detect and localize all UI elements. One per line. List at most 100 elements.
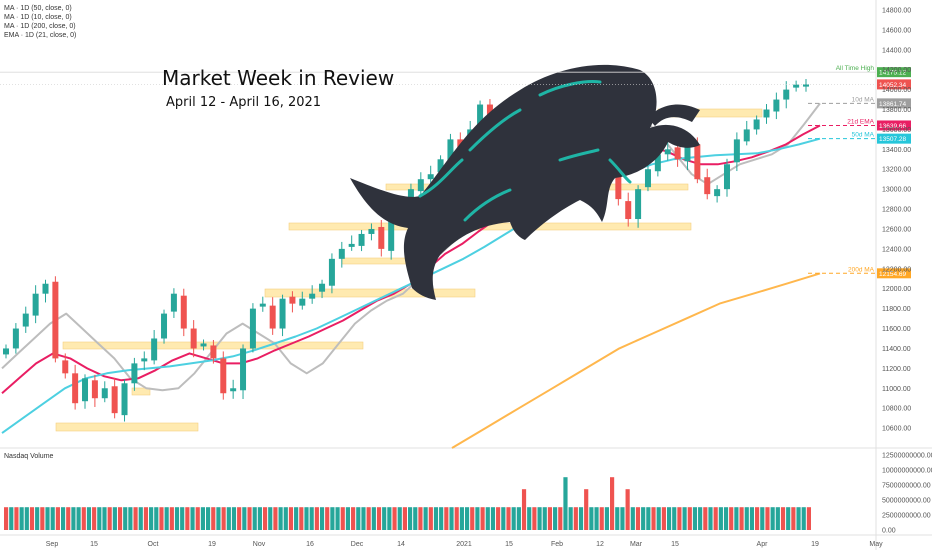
candle-body	[121, 383, 128, 416]
price-level-value: 12154.69	[879, 271, 906, 278]
volume-bar	[371, 507, 376, 530]
volume-bar	[666, 507, 672, 530]
volume-tick-label: 10000000000.00	[882, 468, 932, 475]
volume-bar	[672, 507, 677, 530]
price-tick-label: 12200.00	[882, 266, 911, 273]
volume-bar	[444, 507, 449, 530]
candle-body	[230, 388, 237, 392]
price-level-badge	[877, 133, 911, 144]
candle-body	[131, 363, 138, 384]
volume-bar	[185, 507, 190, 530]
volume-bar	[45, 507, 50, 530]
candle-body	[348, 243, 355, 247]
price-tick-label: 10800.00	[882, 406, 911, 413]
price-level-value: 13861.74	[879, 101, 906, 108]
volume-bar	[154, 507, 159, 530]
volume-bar	[703, 507, 708, 530]
volume-bar	[532, 507, 537, 530]
volume-bar	[485, 507, 490, 530]
time-tick-label: 15	[505, 541, 513, 548]
volume-bar	[682, 507, 687, 530]
volume-bar	[584, 489, 589, 530]
volume-bar	[687, 507, 692, 530]
volume-bar	[646, 507, 651, 530]
time-tick-label: Sep	[46, 541, 59, 548]
volume-panel-label: Nasdaq Volume	[4, 453, 54, 460]
time-tick-label: Mar	[630, 541, 643, 548]
volume-bar	[547, 507, 553, 530]
volume-bar	[635, 507, 641, 530]
volume-bar	[744, 507, 749, 530]
volume-bar	[734, 507, 739, 530]
price-level-name: 50d MA	[852, 132, 875, 139]
volume-bar	[169, 507, 174, 530]
volume-bar	[739, 507, 744, 530]
time-tick-label: 16	[306, 541, 314, 548]
price-level-name: All Time High	[836, 65, 875, 72]
candle-body	[338, 248, 345, 259]
volume-bar	[413, 507, 418, 530]
legend-item-ema21[interactable]: EMA · 1D (21, close, 0)	[4, 32, 77, 39]
candle-body	[803, 84, 809, 87]
volume-bar	[470, 507, 475, 530]
price-tick-label: 13000.00	[882, 187, 911, 194]
volume-bar	[92, 507, 97, 530]
volume-bar	[180, 507, 185, 530]
volume-bar	[454, 507, 459, 530]
candle-body	[32, 293, 39, 316]
volume-bar	[760, 507, 765, 530]
time-tick-label: 14	[397, 541, 405, 548]
price-axis: 10600.00 10800.00 11000.00 11200.00 11400.00…	[882, 7, 911, 432]
volume-bar	[521, 489, 527, 530]
volume-bar	[107, 507, 112, 530]
volume-tick-label: 2500000000.00	[882, 513, 931, 520]
volume-bar	[589, 507, 594, 530]
volume-bar	[97, 507, 102, 530]
volume-bar	[490, 507, 496, 530]
volume-bar	[397, 507, 402, 530]
price-level-badge	[877, 98, 911, 109]
volume-bar	[242, 507, 247, 530]
time-tick-label: 12	[596, 541, 604, 548]
time-tick-label: 15	[671, 541, 679, 548]
candle-body	[368, 228, 375, 234]
candle-body	[723, 164, 730, 190]
legend-item-ma200[interactable]: MA · 1D (200, close, 0)	[4, 23, 76, 30]
price-level-badge	[877, 79, 911, 90]
volume-bar	[128, 507, 133, 530]
volume-bar	[200, 507, 205, 530]
price-level-value: 14175.12	[879, 70, 906, 77]
price-tick-label: 14400.00	[882, 47, 911, 54]
volume-bar	[278, 507, 283, 530]
volume-bar	[340, 507, 345, 530]
candle-body	[417, 179, 424, 192]
candle-body	[743, 129, 750, 142]
volume-bar	[630, 507, 635, 530]
candle-body	[644, 169, 651, 188]
bull-highlights	[418, 80, 632, 222]
candle-body	[62, 360, 69, 374]
volume-bar	[661, 507, 666, 530]
volume-bar	[304, 507, 309, 530]
volume-bar	[433, 507, 439, 530]
legend-item-ma50[interactable]: MA · 1D (50, close, 0)	[4, 5, 72, 12]
volume-bar	[713, 507, 718, 530]
volume-bar	[723, 507, 729, 530]
price-level-value: 13507.28	[879, 136, 906, 143]
candle-body	[427, 174, 434, 180]
volume-bar	[464, 507, 470, 530]
time-tick-label: Dec	[351, 541, 364, 548]
price-tick-label: 13800.00	[882, 107, 911, 114]
charging-bull-illustration	[350, 64, 700, 300]
candle-body	[733, 139, 740, 163]
legend-item-ma10[interactable]: MA · 1D (10, close, 0)	[4, 14, 72, 21]
candle-body	[220, 358, 227, 394]
price-tick-label: 11400.00	[882, 346, 911, 353]
volume-bar	[351, 507, 356, 530]
price-level-badge	[877, 67, 911, 78]
candle-body	[101, 388, 108, 399]
volume-bar	[651, 507, 656, 530]
candle-body	[388, 219, 395, 251]
